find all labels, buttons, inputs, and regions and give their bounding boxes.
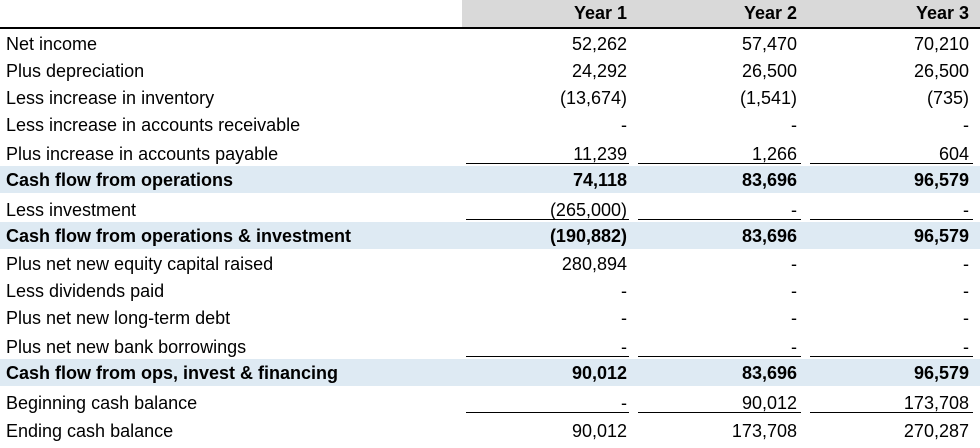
row-less-investment: Less investment (265,000) - -: [0, 196, 980, 223]
row-label[interactable]: Less investment: [6, 200, 137, 220]
row-label[interactable]: Plus increase in accounts payable: [6, 144, 279, 164]
row-bank-borrowings: Plus net new bank borrowings - - -: [0, 333, 980, 360]
cell-year-1[interactable]: (13,674): [559, 88, 627, 108]
row-label[interactable]: Beginning cash balance: [6, 393, 198, 413]
cell-year-3[interactable]: 26,500: [913, 61, 969, 81]
cell-year-2[interactable]: -: [791, 115, 797, 135]
row-label[interactable]: Cash flow from ops, invest & financing: [6, 363, 339, 383]
row-label[interactable]: Cash flow from operations & investment: [6, 226, 352, 246]
row-label[interactable]: Less dividends paid: [6, 281, 165, 301]
row-plus-depreciation: Plus depreciation 24,292 26,500 26,500: [0, 57, 980, 84]
cell-year-1[interactable]: -: [621, 281, 627, 301]
underline: [466, 219, 629, 220]
header-year-2[interactable]: Year 2: [743, 3, 797, 23]
cell-year-2[interactable]: -: [791, 337, 797, 357]
cell-year-2[interactable]: 83,696: [741, 226, 797, 246]
row-label[interactable]: Plus net new bank borrowings: [6, 337, 247, 357]
cell-year-2[interactable]: -: [791, 200, 797, 220]
cell-year-1[interactable]: 52,262: [571, 34, 627, 54]
cell-year-1[interactable]: 11,239: [573, 144, 627, 164]
cell-year-3[interactable]: 270,287: [903, 421, 969, 441]
underline: [466, 412, 629, 413]
row-long-term-debt: Plus net new long-term debt - - -: [0, 304, 980, 331]
row-cash-flow-operations: Cash flow from operations 74,118 83,696 …: [0, 166, 980, 193]
row-increase-payable: Plus increase in accounts payable 11,239…: [0, 140, 980, 167]
cell-year-1[interactable]: (190,882): [549, 226, 627, 246]
cell-year-1[interactable]: 24,292: [571, 61, 627, 81]
row-beginning-cash: Beginning cash balance - 90,012 173,708: [0, 389, 980, 416]
row-label[interactable]: Plus depreciation: [6, 61, 145, 81]
row-label[interactable]: Plus net new long-term debt: [6, 308, 231, 328]
cell-year-3[interactable]: -: [963, 115, 969, 135]
row-dividends-paid: Less dividends paid - - -: [0, 277, 980, 304]
cell-year-3[interactable]: 96,579: [913, 363, 969, 383]
cell-year-1[interactable]: 280,894: [561, 254, 627, 274]
row-label[interactable]: Less increase in accounts receivable: [6, 115, 301, 135]
cell-year-2[interactable]: 173,708: [731, 421, 797, 441]
cell-year-2[interactable]: -: [791, 254, 797, 274]
cell-year-2[interactable]: 26,500: [741, 61, 797, 81]
underline: [810, 356, 973, 357]
cell-year-2[interactable]: 57,470: [741, 34, 797, 54]
underline: [638, 412, 801, 413]
cell-year-3[interactable]: 604: [938, 144, 969, 164]
cell-year-2[interactable]: 1,266: [751, 144, 797, 164]
row-label[interactable]: Net income: [6, 34, 98, 54]
underline: [638, 356, 801, 357]
cell-year-3[interactable]: 96,579: [913, 226, 969, 246]
header-fill: [462, 0, 980, 27]
cell-year-3[interactable]: -: [963, 337, 969, 357]
cell-year-1[interactable]: 90,012: [571, 363, 627, 383]
header-year-1[interactable]: Year 1: [573, 3, 627, 23]
row-increase-inventory: Less increase in inventory (13,674) (1,5…: [0, 84, 980, 111]
row-equity-raised: Plus net new equity capital raised 280,8…: [0, 250, 980, 277]
row-label[interactable]: Cash flow from operations: [6, 170, 234, 190]
cell-year-1[interactable]: -: [621, 115, 627, 135]
underline: [810, 412, 973, 413]
row-label[interactable]: Plus net new equity capital raised: [6, 254, 274, 274]
underline: [466, 163, 629, 164]
row-increase-receivable: Less increase in accounts receivable - -…: [0, 111, 980, 138]
cell-year-2[interactable]: 90,012: [741, 393, 797, 413]
cell-year-3[interactable]: -: [963, 281, 969, 301]
cell-year-1[interactable]: -: [621, 337, 627, 357]
cell-year-3[interactable]: 70,210: [913, 34, 969, 54]
cell-year-3[interactable]: (735): [926, 88, 969, 108]
cell-year-3[interactable]: -: [963, 200, 969, 220]
cell-year-2[interactable]: 83,696: [741, 170, 797, 190]
cell-year-2[interactable]: (1,541): [739, 88, 797, 108]
cell-year-2[interactable]: -: [791, 308, 797, 328]
cell-year-1[interactable]: -: [621, 308, 627, 328]
row-ending-cash: Ending cash balance 90,012 173,708 270,2…: [0, 417, 980, 444]
row-label[interactable]: Ending cash balance: [6, 421, 174, 441]
column-header-row: Year 1 Year 2 Year 3: [0, 0, 980, 29]
header-border: [0, 27, 980, 29]
cell-year-3[interactable]: -: [963, 254, 969, 274]
underline: [466, 356, 629, 357]
row-net-income: Net income 52,262 57,470 70,210: [0, 30, 980, 57]
row-cash-flow-total: Cash flow from ops, invest & financing 9…: [0, 359, 980, 386]
cell-year-3[interactable]: -: [963, 308, 969, 328]
cell-year-3[interactable]: 96,579: [913, 170, 969, 190]
cell-year-1[interactable]: (265,000): [549, 200, 627, 220]
underline: [638, 163, 801, 164]
cell-year-2[interactable]: -: [791, 281, 797, 301]
cell-year-1[interactable]: -: [621, 393, 627, 413]
underline: [810, 219, 973, 220]
cell-year-1[interactable]: 74,118: [572, 170, 627, 190]
header-year-3[interactable]: Year 3: [915, 3, 969, 23]
underline: [638, 219, 801, 220]
row-cash-flow-ops-investment: Cash flow from operations & investment (…: [0, 222, 980, 249]
cell-year-3[interactable]: 173,708: [903, 393, 969, 413]
cell-year-2[interactable]: 83,696: [741, 363, 797, 383]
row-label[interactable]: Less increase in inventory: [6, 88, 215, 108]
underline: [810, 163, 973, 164]
cell-year-1[interactable]: 90,012: [571, 421, 627, 441]
